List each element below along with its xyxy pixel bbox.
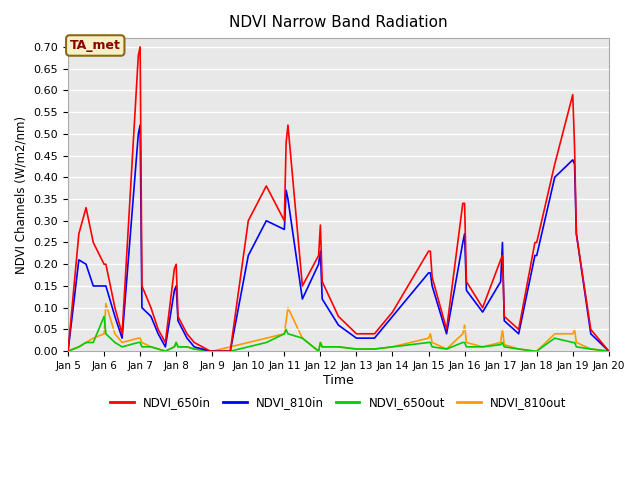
- Legend: NDVI_650in, NDVI_810in, NDVI_650out, NDVI_810out: NDVI_650in, NDVI_810in, NDVI_650out, NDV…: [106, 392, 572, 414]
- Text: TA_met: TA_met: [70, 39, 121, 52]
- Y-axis label: NDVI Channels (W/m2/nm): NDVI Channels (W/m2/nm): [15, 116, 28, 274]
- Title: NDVI Narrow Band Radiation: NDVI Narrow Band Radiation: [229, 15, 448, 30]
- X-axis label: Time: Time: [323, 374, 354, 387]
